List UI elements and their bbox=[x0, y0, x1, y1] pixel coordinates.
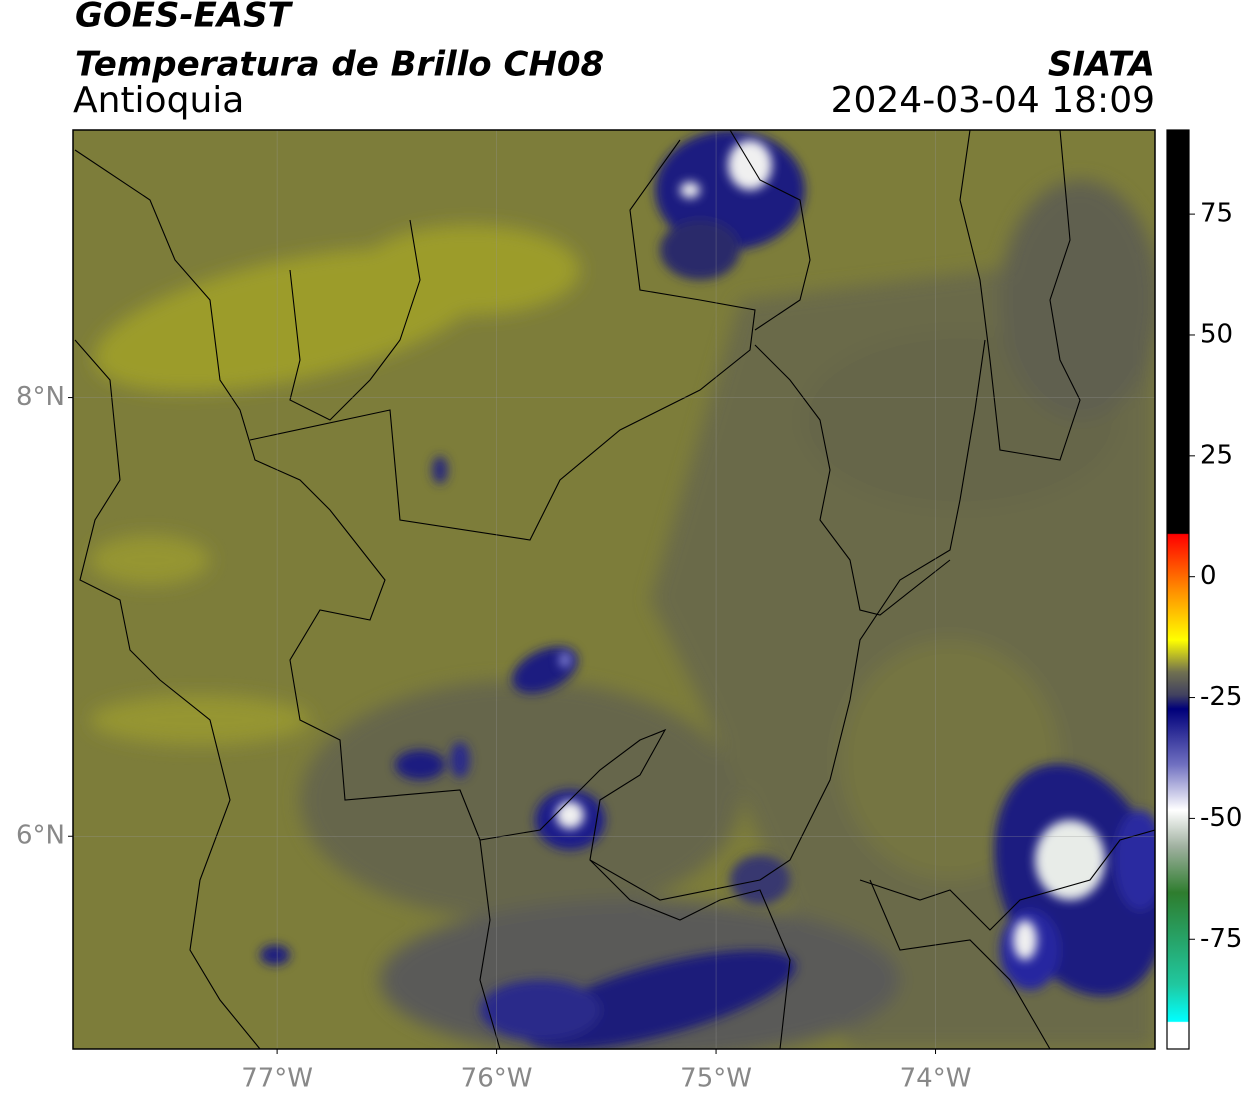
lon-tick-label: 76°W bbox=[461, 1064, 533, 1094]
colorbar-tick-label: 25 bbox=[1200, 440, 1233, 470]
map-frame bbox=[72, 129, 1156, 1050]
colorbar-tick-label: 50 bbox=[1200, 319, 1233, 349]
colorbar bbox=[1166, 129, 1190, 1050]
lat-tick-label: 8°N bbox=[16, 382, 65, 412]
datetime: 2024-03-04 18:09 bbox=[831, 80, 1155, 121]
lat-tick-label: 6°N bbox=[16, 821, 65, 851]
subtitle: Temperatura de Brillo CH08 bbox=[75, 45, 604, 85]
lon-tick-label: 75°W bbox=[680, 1064, 752, 1094]
lon-tick-label: 74°W bbox=[900, 1064, 972, 1094]
colorbar-tick-label: -75 bbox=[1200, 924, 1242, 954]
boundaries bbox=[74, 130, 1155, 1049]
source: SIATA bbox=[1048, 45, 1155, 85]
satellite-image bbox=[73, 130, 1155, 1049]
colorbar-tick-label: 75 bbox=[1200, 199, 1233, 229]
gridlines bbox=[73, 130, 1155, 1049]
title: GOES-EAST bbox=[75, 0, 294, 36]
lon-tick-label: 77°W bbox=[241, 1064, 313, 1094]
colorbar-tick-label: -50 bbox=[1200, 803, 1242, 833]
colorbar-tick-label: 0 bbox=[1200, 561, 1217, 591]
colorbar-tick-label: -25 bbox=[1200, 682, 1242, 712]
region: Antioquia bbox=[73, 80, 244, 121]
